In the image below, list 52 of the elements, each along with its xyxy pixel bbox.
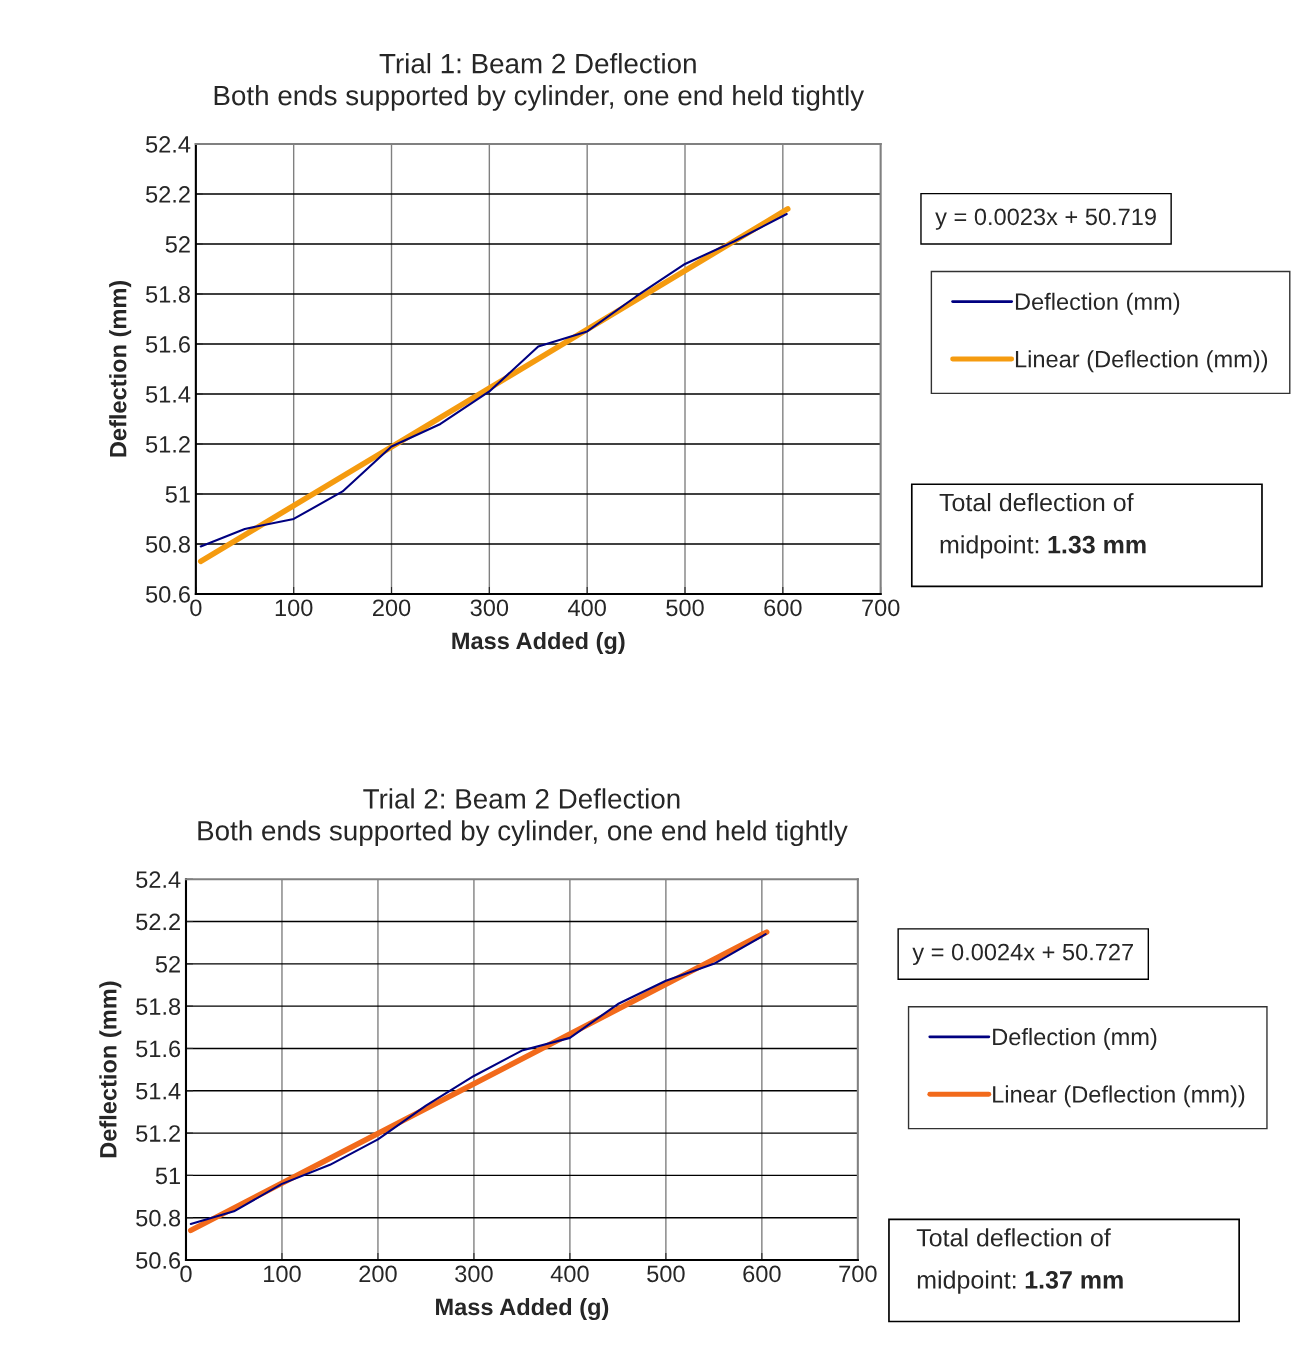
x-tick-label: 300: [455, 1265, 493, 1283]
y-tick-label: 51.2: [136, 1125, 180, 1142]
legend-label: Linear (Deflection (mm)): [1015, 350, 1268, 373]
text: Total deflection of midpoint: 1.37 mm: [916, 1228, 1123, 1294]
y-tick-label: 52: [165, 236, 190, 253]
y-tick-label: 51.4: [145, 386, 191, 403]
x-tick-label: 400: [550, 1265, 589, 1283]
y-tick-label: 51.6: [145, 336, 190, 353]
chart-subtitle: Both ends supported by cylinder, one end held tightly: [198, 820, 848, 847]
y-tick-label: 51.6: [136, 1040, 181, 1058]
x-tick-label: 0: [190, 599, 202, 617]
y-tick-label: 52.4: [145, 136, 191, 153]
y-tick-label: 50.8: [145, 536, 190, 553]
y-tick-label: 52.2: [145, 186, 190, 203]
x-tick-label: 600: [764, 599, 802, 617]
y-tick-label: 52.2: [136, 913, 180, 931]
y-axis-title: Deflection (mm): [109, 280, 132, 457]
x-tick-label: 0: [180, 1265, 192, 1283]
y-tick-label: 51.2: [145, 436, 190, 453]
y-tick-label: 51: [165, 486, 190, 503]
y-tick-label: 50.6: [145, 586, 190, 603]
x-axis-title: Mass Added (g): [452, 631, 625, 655]
y-tick-label: 50.8: [136, 1209, 181, 1227]
x-tick-label: 200: [359, 1265, 397, 1283]
y-tick-label: 51.4: [136, 1083, 181, 1100]
y-tick-label: 50.6: [136, 1252, 181, 1269]
y-tick-label: 52.4: [136, 871, 181, 888]
legend-label: Deflection (mm): [1015, 292, 1180, 315]
text: y = 0.0024x + 50.727: [912, 943, 1133, 966]
y-tick-label: 51.8: [145, 286, 190, 303]
x-tick-label: 400: [568, 599, 606, 617]
chart-title: Trial 1: Beam 2 Deflection: [379, 53, 696, 74]
legend-label: Linear (Deflection (mm)): [993, 1085, 1245, 1108]
x-tick-label: 300: [470, 599, 509, 617]
x-tick-label: 500: [666, 599, 704, 617]
x-tick-label: 600: [743, 1265, 781, 1283]
x-tick-label: 200: [373, 599, 411, 617]
x-tick-label: 500: [647, 1265, 685, 1283]
legend-label: Deflection (mm): [993, 1027, 1157, 1050]
x-tick-label: 700: [862, 599, 900, 617]
chart-title: Trial 2: Beam 2 Deflection: [363, 788, 680, 809]
x-tick-label: 100: [264, 1265, 301, 1283]
x-tick-label: 700: [839, 1265, 877, 1283]
chart-subtitle: Both ends supported by cylinder, one end held tightly: [214, 84, 865, 111]
y-tick-label: 51: [155, 1167, 180, 1185]
x-axis-title: Mass Added (g): [436, 1298, 609, 1321]
y-tick-label: 52: [155, 955, 180, 973]
text: y = 0.0023x + 50.719: [935, 208, 1156, 230]
y-tick-label: 51.8: [136, 998, 181, 1015]
text: Total deflection of midpoint: 1.33 mm: [939, 493, 1146, 559]
y-axis-title: Deflection (mm): [99, 981, 122, 1158]
x-tick-label: 100: [275, 599, 313, 617]
